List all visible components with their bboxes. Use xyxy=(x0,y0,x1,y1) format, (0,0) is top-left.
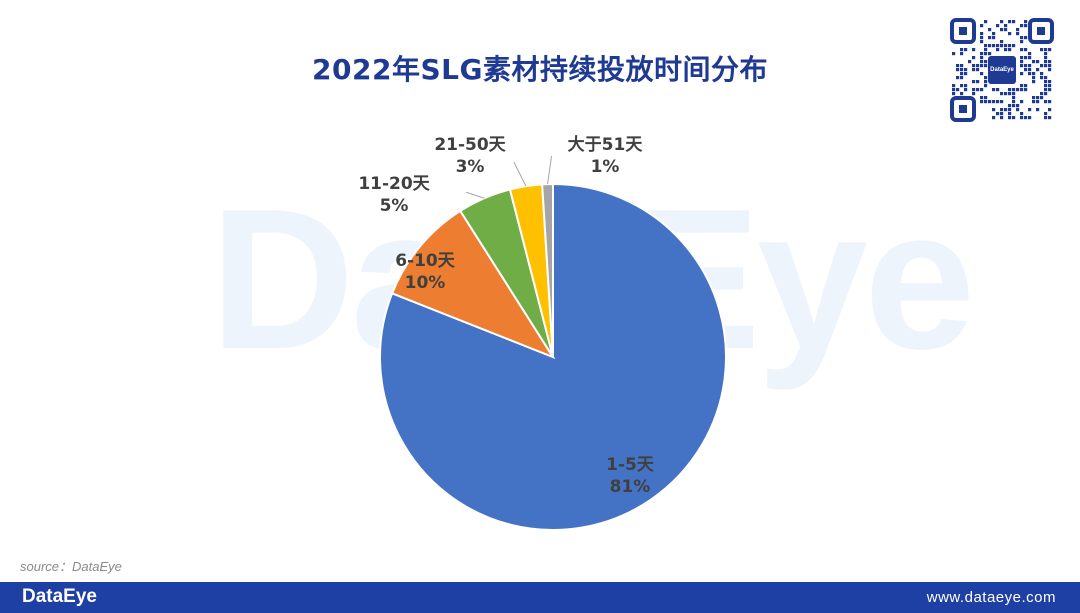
slice-value-label: 81% xyxy=(610,477,651,497)
source-note: source：DataEye xyxy=(20,559,122,574)
chart-title: 2022年SLG素材持续投放时间分布 xyxy=(312,53,768,86)
slice-label: 大于51天 xyxy=(568,134,644,155)
leader-line xyxy=(513,161,527,187)
slice-label: 11-20天 xyxy=(358,174,430,194)
leader-line xyxy=(547,156,553,185)
footer-bar: DataEye www.dataeye.com xyxy=(0,582,1080,613)
footer-url[interactable]: www.dataeye.com xyxy=(926,589,1056,606)
slice-value-label: 3% xyxy=(456,157,485,177)
slice-label: 6-10天 xyxy=(395,251,456,271)
slice-value-label: 10% xyxy=(405,273,446,293)
slice-label: 21-50天 xyxy=(434,135,506,155)
pie-slice xyxy=(390,209,556,360)
footer-brand: DataEye xyxy=(22,586,97,607)
slice-label: 1-5天 xyxy=(606,455,655,475)
qr-code-icon xyxy=(950,18,1054,122)
leader-line xyxy=(466,191,485,199)
slice-value-label: 5% xyxy=(380,196,409,216)
qr-code: DataEye xyxy=(950,18,1054,122)
qr-logo: DataEye xyxy=(988,56,1016,84)
slice-value-label: 1% xyxy=(591,157,620,177)
